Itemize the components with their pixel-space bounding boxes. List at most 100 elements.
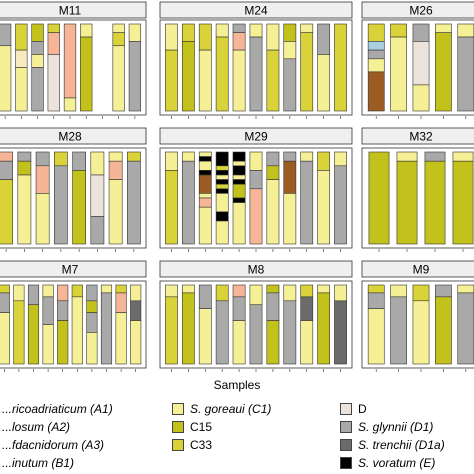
bar-segment-c1 — [232, 202, 246, 245]
bar-segment-c15 — [452, 160, 474, 245]
panel-title: M9 — [413, 263, 430, 277]
bar-segment-c1 — [283, 284, 297, 302]
bar-segment-d1 — [249, 36, 263, 112]
bar-segment-c1 — [0, 45, 12, 112]
bar-segment-d1 — [0, 160, 14, 180]
bar-segment-c15 — [17, 160, 32, 176]
panel-m28: M28 — [0, 127, 147, 252]
bar-segment-e — [232, 197, 246, 203]
bar-segment-p — [198, 197, 212, 208]
panel-frame — [361, 147, 474, 249]
bar-segment-c15 — [435, 32, 452, 112]
panel-frame — [0, 19, 147, 116]
panel-title: M24 — [244, 4, 268, 18]
legend-item-a2: ...losum (A2) — [2, 420, 70, 434]
bar-segment-d1 — [127, 160, 141, 245]
bar-segment-c15 — [283, 23, 297, 42]
bar-segment-c1 — [367, 308, 385, 365]
bar-segment-c33 — [0, 179, 14, 245]
legend-label-a1: ...ricoadriaticum (A1) — [2, 402, 113, 416]
bar-segment-c15 — [232, 183, 246, 199]
bar-segment-d1 — [457, 292, 474, 365]
bar-segment-c15 — [266, 165, 280, 180]
bar-segment-c15 — [368, 151, 390, 245]
bar-segment-c1 — [31, 54, 44, 68]
bar-segment-d1 — [390, 296, 407, 365]
bar-segment-d1 — [128, 41, 142, 112]
bar-segment-e — [198, 156, 212, 162]
bar-segment-c33 — [215, 183, 229, 190]
bar-segment-c1 — [100, 284, 113, 294]
bar-segment-d1 — [283, 151, 297, 162]
legend-swatch-c15 — [172, 421, 184, 433]
bar-segment-d1 — [334, 165, 347, 245]
bar-segment-c1 — [283, 41, 297, 60]
legend-item-e: S. voratum (E) — [340, 456, 435, 470]
bar-segment-c1 — [232, 174, 246, 180]
bar-segment-c1 — [215, 220, 229, 245]
bar-segment-c1 — [215, 174, 229, 180]
panel-frame — [361, 19, 474, 116]
legend-swatch-c33 — [172, 439, 184, 451]
bar-segment-d1 — [249, 170, 263, 190]
bar-segment-c15 — [266, 320, 280, 365]
legend-swatch-d1 — [340, 421, 352, 433]
panel-title: M28 — [58, 130, 82, 144]
bar-segment-d1 — [27, 284, 40, 306]
bar-segment-d1 — [57, 300, 69, 321]
bar-segment-c33 — [367, 284, 385, 294]
panel-title: M29 — [244, 130, 268, 144]
bar-segment-c1 — [108, 151, 123, 162]
bar-segment-c1 — [130, 320, 142, 365]
bar-segment-c33 — [390, 23, 407, 38]
bar-segment-e — [232, 151, 246, 162]
panel-frame — [159, 147, 353, 249]
panel-m29: M29 — [159, 127, 353, 252]
bar-segment-br — [283, 160, 297, 194]
panel-m8: M8 — [159, 260, 353, 372]
bar-segment-c1 — [283, 193, 297, 245]
bar-segment-d1 — [31, 67, 44, 112]
bar-segment-c15 — [435, 296, 452, 365]
panel-strip — [0, 127, 147, 145]
bar-segment-c33 — [181, 23, 195, 42]
bar-segment-c15 — [317, 292, 331, 365]
legend-swatch-e — [340, 457, 352, 469]
bar-segment-c33 — [15, 23, 28, 51]
bar-segment-c1 — [112, 23, 125, 33]
bar-segment-d1a — [130, 300, 142, 321]
bar-segment-bl — [367, 41, 385, 51]
legend-item-a3: ...fdacnidorum (A3) — [2, 438, 104, 452]
bar-segment-c1 — [249, 151, 263, 171]
bar-segment-c33 — [165, 170, 178, 245]
panel-frame — [159, 19, 353, 116]
legend-item-a1: ...ricoadriaticum (A1) — [2, 402, 113, 416]
bar-segment-e — [215, 151, 229, 167]
bar-segment-d1 — [457, 36, 474, 112]
panel-m32: M32 — [361, 127, 474, 252]
bar-segment-c1 — [181, 284, 195, 294]
bar-segment-c1 — [35, 193, 50, 245]
bar-segment-c1 — [42, 284, 54, 298]
panel-title: M8 — [248, 263, 265, 277]
bar-segment-c33 — [198, 23, 212, 51]
bar-segment-c15 — [396, 160, 418, 245]
panel-strip — [361, 1, 474, 19]
legend-item-c1: S. goreaui (C1) — [172, 402, 271, 416]
bar-segment-p — [232, 32, 246, 51]
bar-segment-c1 — [165, 23, 178, 51]
panel-m24: M24 — [159, 1, 353, 119]
bar-segment-d1 — [232, 296, 246, 321]
panel-frame — [0, 280, 147, 369]
bar-segment-d1 — [17, 151, 32, 162]
legend-label-a2: ...losum (A2) — [2, 420, 71, 434]
bar-segment-e — [215, 211, 229, 222]
bar-segment-p — [0, 151, 14, 162]
bar-segment-d1 — [100, 292, 113, 365]
panel-strip — [361, 127, 474, 145]
bar-segment-d1 — [86, 284, 98, 302]
legend-label-e: S. voratum (E) — [358, 456, 436, 470]
bar-segment-c15 — [181, 41, 195, 112]
panel-strip — [361, 260, 474, 278]
bar-segment-c1 — [198, 160, 212, 171]
